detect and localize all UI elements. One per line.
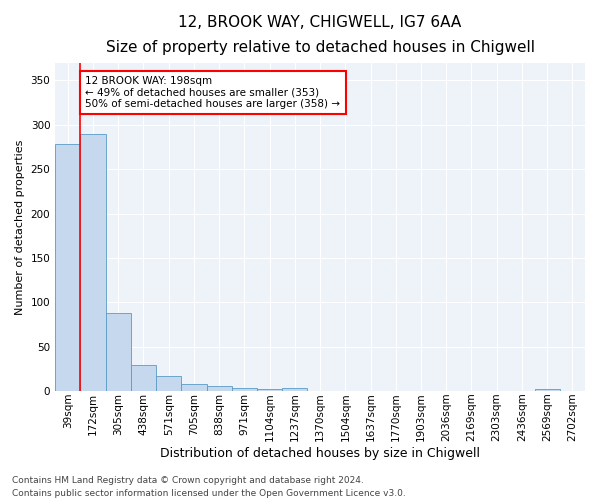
Bar [80, 134, 106, 392]
Bar [535, 388, 560, 392]
X-axis label: Distribution of detached houses by size in Chigwell: Distribution of detached houses by size … [160, 447, 480, 460]
Bar [106, 313, 131, 392]
Bar [131, 364, 156, 392]
Bar [181, 384, 206, 392]
Title: 12, BROOK WAY, CHIGWELL, IG7 6AA
Size of property relative to detached houses in: 12, BROOK WAY, CHIGWELL, IG7 6AA Size of… [106, 15, 535, 54]
Bar [257, 388, 282, 392]
Bar [55, 144, 80, 392]
Bar [232, 388, 257, 392]
Bar [282, 388, 307, 392]
Bar [156, 376, 181, 392]
Bar [206, 386, 232, 392]
Text: Contains HM Land Registry data © Crown copyright and database right 2024.
Contai: Contains HM Land Registry data © Crown c… [12, 476, 406, 498]
Text: 12 BROOK WAY: 198sqm
← 49% of detached houses are smaller (353)
50% of semi-deta: 12 BROOK WAY: 198sqm ← 49% of detached h… [85, 76, 340, 109]
Y-axis label: Number of detached properties: Number of detached properties [15, 140, 25, 314]
